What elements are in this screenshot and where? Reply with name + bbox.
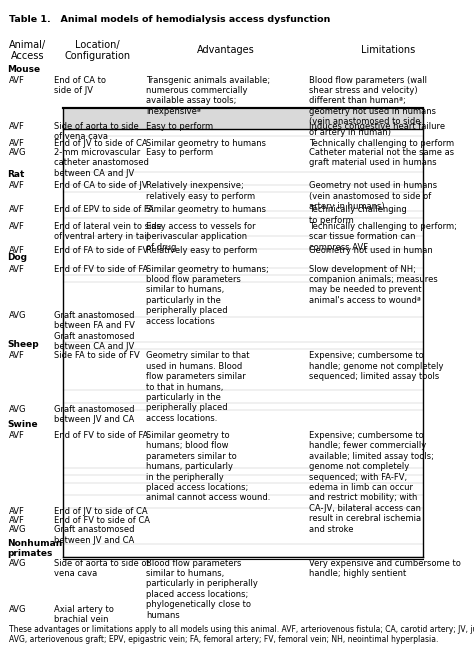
Text: Axial artery to
brachial vein: Axial artery to brachial vein xyxy=(54,605,113,624)
Text: AVF: AVF xyxy=(9,516,24,525)
Text: AVF: AVF xyxy=(9,122,24,131)
Text: Blood flow parameters (wall
shear stress and velocity)
different than humanª;
ge: Blood flow parameters (wall shear stress… xyxy=(309,76,436,137)
Text: Technically challenging to perform;
scar tissue formation can
compress AVF: Technically challenging to perform; scar… xyxy=(309,222,456,252)
Text: End of CA to
side of JV: End of CA to side of JV xyxy=(54,76,106,95)
Text: AVF: AVF xyxy=(9,431,24,440)
Text: Relatively inexpensive;
relatively easy to perform: Relatively inexpensive; relatively easy … xyxy=(146,181,255,201)
Text: AVG: AVG xyxy=(9,558,26,568)
Text: AVG: AVG xyxy=(9,405,26,414)
Text: Expensive; cumbersome to
handle; genome not completely
sequenced; limited assay : Expensive; cumbersome to handle; genome … xyxy=(309,351,443,381)
Text: Similar geometry to humans: Similar geometry to humans xyxy=(146,205,266,214)
Text: AVF: AVF xyxy=(9,222,24,231)
Text: Transgenic animals available;
numerous commercially
available assay tools;
inexp: Transgenic animals available; numerous c… xyxy=(146,76,270,116)
Text: End of FV to side of CA: End of FV to side of CA xyxy=(54,516,150,525)
Text: End of FA to side of FV: End of FA to side of FV xyxy=(54,246,148,255)
Text: Nonhuman
primates: Nonhuman primates xyxy=(7,539,63,558)
Text: Table 1.   Animal models of hemodialysis access dysfunction: Table 1. Animal models of hemodialysis a… xyxy=(9,15,331,24)
Text: Similar geometry to
humans; blood flow
parameters similar to
humans, particularl: Similar geometry to humans; blood flow p… xyxy=(146,431,270,503)
Text: Technically challenging
to perform: Technically challenging to perform xyxy=(309,205,406,224)
Text: AVF: AVF xyxy=(9,507,24,516)
Text: End of EPV to side of FA: End of EPV to side of FA xyxy=(54,205,153,214)
Text: Side FA to side of FV: Side FA to side of FV xyxy=(54,351,139,361)
Text: Induces congestive heart failure: Induces congestive heart failure xyxy=(309,122,445,131)
Text: AVG: AVG xyxy=(9,605,26,614)
Text: End of JV to side of CA: End of JV to side of CA xyxy=(54,507,147,516)
Text: Technically challenging to perform: Technically challenging to perform xyxy=(309,139,454,147)
Text: AVF: AVF xyxy=(9,139,24,147)
Text: Easy to perform: Easy to perform xyxy=(146,148,213,157)
Text: AVG: AVG xyxy=(9,311,26,320)
Text: Easy access to vessels for
perivascular application
of drug: Easy access to vessels for perivascular … xyxy=(146,222,255,252)
Text: AVF: AVF xyxy=(9,181,24,190)
Text: Animal/
Access: Animal/ Access xyxy=(9,40,46,61)
Text: Advantages: Advantages xyxy=(197,45,254,56)
Text: Graft anastomosed
between FA and FV
Graft anastomosed
between CA and JV: Graft anastomosed between FA and FV Graf… xyxy=(54,311,135,351)
Text: Dog: Dog xyxy=(7,254,27,262)
Text: Catheter material not the same as
graft material used in humans: Catheter material not the same as graft … xyxy=(309,148,454,167)
Text: Blood flow parameters
similar to humans,
particularly in peripherally
placed acc: Blood flow parameters similar to humans,… xyxy=(146,558,258,620)
Text: These advantages or limitations apply to all models using this animal. AVF, arte: These advantages or limitations apply to… xyxy=(9,625,474,644)
Text: Limitations: Limitations xyxy=(361,45,415,56)
Text: Very expensive and cumbersome to
handle; highly sentient: Very expensive and cumbersome to handle;… xyxy=(309,558,460,578)
Text: Side of aorta to side of
vena cava: Side of aorta to side of vena cava xyxy=(54,558,149,578)
Text: Geometry not used in humans
(vein anastomosed to side of
artery in humans): Geometry not used in humans (vein anasto… xyxy=(309,181,437,211)
Bar xyxy=(63,108,423,129)
Text: Graft anastomosed
between JV and CA: Graft anastomosed between JV and CA xyxy=(54,405,134,424)
Text: AVG: AVG xyxy=(9,148,26,157)
Text: End of JV to side of CA: End of JV to side of CA xyxy=(54,139,147,147)
Text: Relatively easy to perform: Relatively easy to perform xyxy=(146,246,257,255)
Text: Mouse: Mouse xyxy=(7,64,40,74)
Text: Swine: Swine xyxy=(7,420,38,429)
Text: AVF: AVF xyxy=(9,205,24,214)
Text: Sheep: Sheep xyxy=(7,341,39,349)
Text: AVG: AVG xyxy=(9,525,26,535)
Text: Similar geometry to humans;
blood flow parameters
similar to humans,
particularl: Similar geometry to humans; blood flow p… xyxy=(146,264,269,325)
Text: Slow development of NH;
companion animals; measures
may be needed to prevent
ani: Slow development of NH; companion animal… xyxy=(309,264,438,305)
Text: Rat: Rat xyxy=(7,170,25,179)
Text: Similar geometry to humans: Similar geometry to humans xyxy=(146,139,266,147)
Text: AVF: AVF xyxy=(9,246,24,255)
Text: Location/
Configuration: Location/ Configuration xyxy=(64,40,131,61)
Text: AVF: AVF xyxy=(9,76,24,85)
Text: Geometry similar to that
used in humans. Blood
flow parameters similar
to that i: Geometry similar to that used in humans.… xyxy=(146,351,249,423)
Text: AVF: AVF xyxy=(9,351,24,361)
Text: Expensive; cumbersome to
handle; fewer commercially
available; limited assay too: Expensive; cumbersome to handle; fewer c… xyxy=(309,431,433,534)
Text: Easy to perform: Easy to perform xyxy=(146,122,213,131)
Text: End of CA to side of JV: End of CA to side of JV xyxy=(54,181,147,190)
Text: AVF: AVF xyxy=(9,264,24,274)
Text: End of FV to side of FA: End of FV to side of FA xyxy=(54,264,148,274)
Text: Geometry not used in human: Geometry not used in human xyxy=(309,246,432,255)
Text: Graft anastomosed
between JV and CA: Graft anastomosed between JV and CA xyxy=(54,525,134,544)
Text: End of lateral vein to side
of ventral artery in tail: End of lateral vein to side of ventral a… xyxy=(54,222,162,241)
Text: Side of aorta to side
of vena cava: Side of aorta to side of vena cava xyxy=(54,122,138,141)
Text: End of FV to side of FA: End of FV to side of FA xyxy=(54,431,148,440)
Text: 2-mm microvascular
catheter anastomosed
between CA and JV: 2-mm microvascular catheter anastomosed … xyxy=(54,148,148,178)
